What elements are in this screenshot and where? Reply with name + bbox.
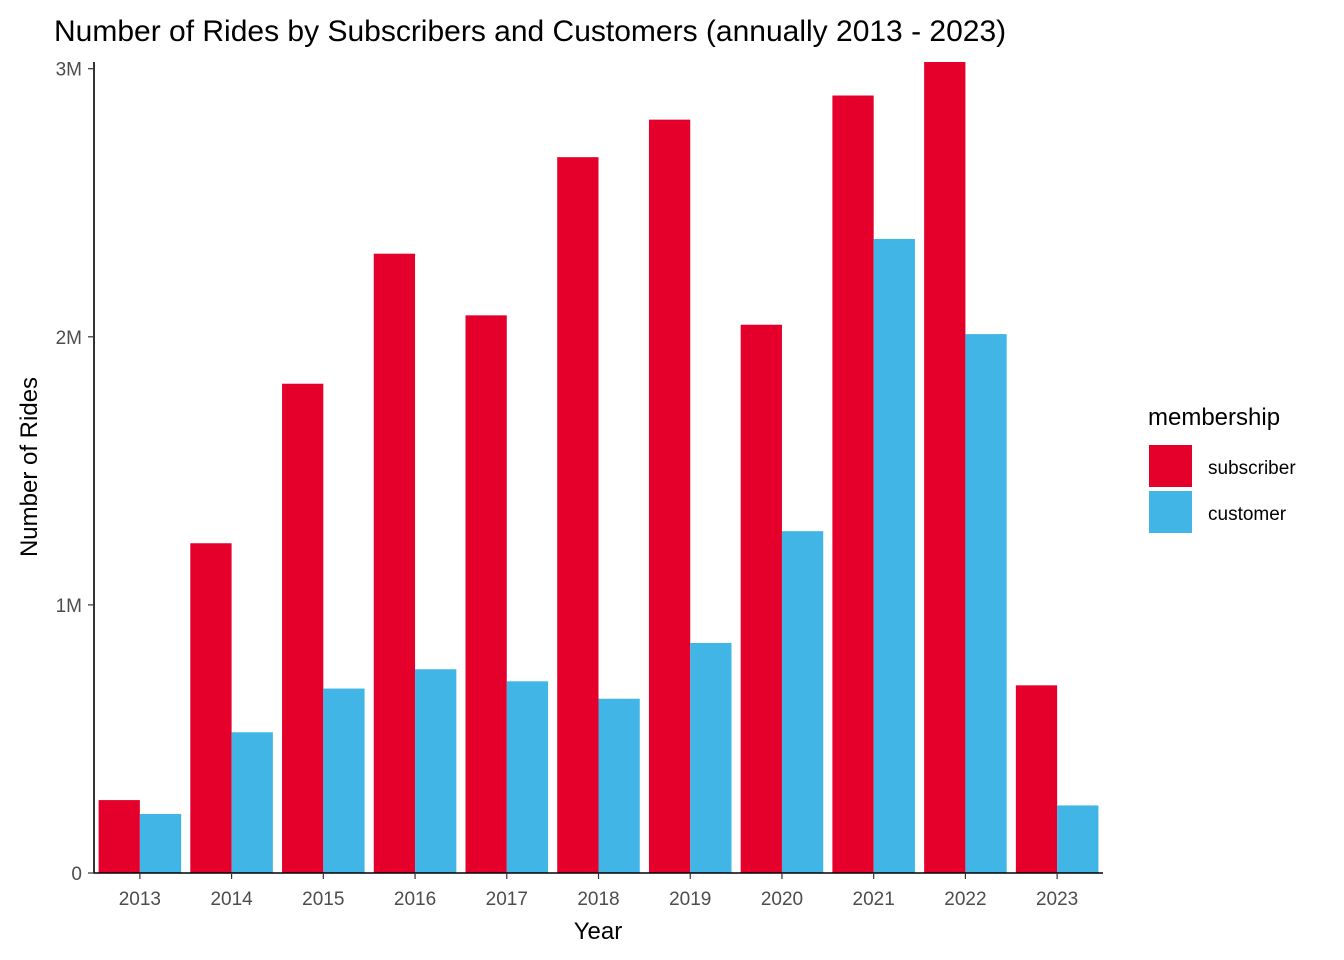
- bar-customer-2019: [690, 642, 732, 873]
- legend: membership subscriber customer: [1148, 404, 1296, 533]
- bars-layer: [98, 62, 1099, 874]
- x-tick-label: 2023: [1036, 889, 1078, 910]
- bar-customer-2018: [598, 698, 640, 873]
- x-tick-label: 2015: [302, 889, 344, 910]
- bar-customer-2017: [506, 681, 549, 873]
- x-tick-label: 2022: [944, 889, 986, 910]
- bar-subscriber-2022: [924, 62, 966, 873]
- legend-label-customer: customer: [1208, 504, 1287, 525]
- legend-swatch-customer: [1149, 491, 1192, 533]
- bar-customer-2014: [231, 732, 273, 873]
- bar-subscriber-2020: [740, 324, 782, 873]
- bar-subscriber-2016: [373, 253, 416, 873]
- x-tick-label: 2014: [210, 889, 253, 910]
- bar-customer-2020: [781, 531, 824, 873]
- x-tick-label: 2016: [394, 889, 436, 910]
- bar-subscriber-2021: [832, 95, 874, 873]
- x-tick-label: 2020: [761, 889, 803, 910]
- bar-customer-2021: [873, 238, 915, 873]
- y-tick-label: 3M: [56, 60, 82, 81]
- y-axis-title: Number of Rides: [16, 377, 43, 557]
- bar-subscriber-2019: [648, 119, 691, 873]
- x-tick-label: 2021: [853, 889, 895, 910]
- bar-customer-2016: [415, 669, 457, 873]
- bar-subscriber-2013: [98, 800, 140, 873]
- legend-title: membership: [1148, 404, 1280, 431]
- bar-subscriber-2015: [282, 383, 324, 873]
- x-tick-label: 2013: [119, 889, 161, 910]
- chart-title: Number of Rides by Subscribers and Custo…: [54, 15, 1006, 48]
- x-tick-label: 2018: [577, 889, 619, 910]
- legend-label-subscriber: subscriber: [1208, 458, 1296, 479]
- x-tick-label: 2019: [669, 889, 711, 910]
- bar-subscriber-2017: [465, 315, 507, 874]
- bar-subscriber-2018: [557, 157, 599, 873]
- legend-swatch-subscriber: [1149, 445, 1192, 487]
- y-tick-label: 0: [71, 864, 82, 885]
- y-tick-label: 2M: [56, 328, 82, 349]
- bar-customer-2022: [965, 334, 1007, 873]
- axes-layer: 0 1M 2M 3M 2013 2014 2015 2016 2017 2018 2019 2020 2…: [56, 60, 1103, 910]
- bar-customer-2023: [1057, 805, 1099, 873]
- bar-customer-2015: [323, 688, 365, 873]
- bar-subscriber-2014: [190, 543, 232, 873]
- x-axis-title: Year: [574, 918, 623, 945]
- y-tick-label: 1M: [56, 596, 82, 617]
- x-tick-label: 2017: [486, 889, 528, 910]
- bar-customer-2013: [139, 814, 182, 873]
- bar-subscriber-2023: [1015, 685, 1058, 873]
